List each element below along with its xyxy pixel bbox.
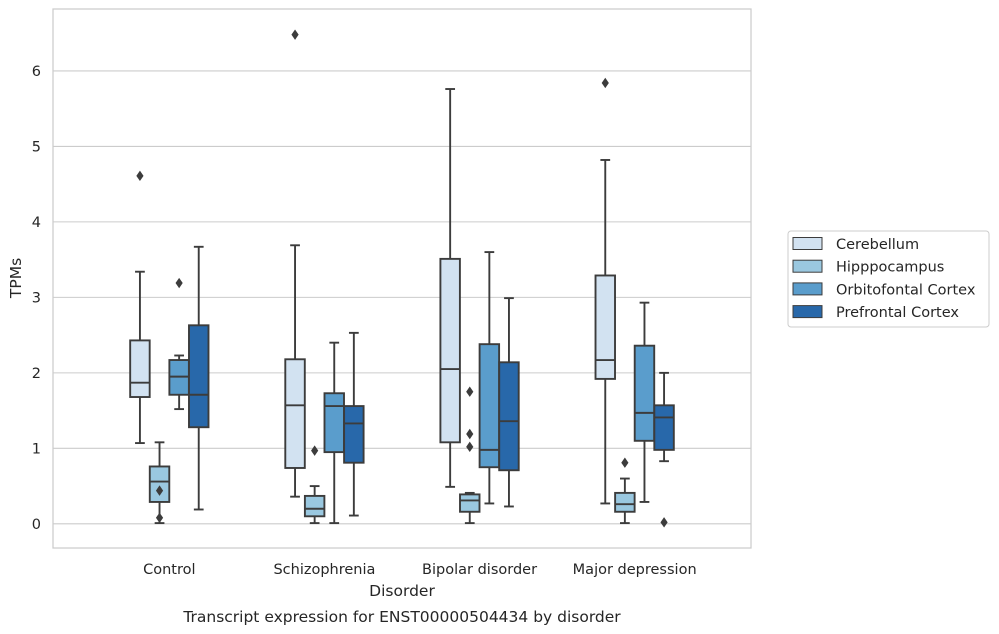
- outlier-point: [155, 485, 164, 496]
- outlier-point: [466, 441, 474, 453]
- y-tick-labels: 0 1 2 3 4 5 6: [32, 64, 41, 533]
- legend-label: Cerebellum: [836, 237, 919, 253]
- x-axis-label: Disorder: [369, 582, 435, 600]
- box-iqr: [188, 324, 210, 429]
- x-tick-label: Control: [143, 562, 195, 578]
- legend-swatch: [792, 237, 823, 250]
- box-iqr: [148, 465, 171, 503]
- box-cerebellum-1: [284, 29, 306, 498]
- outlier-point: [136, 170, 144, 182]
- box-iqr: [633, 344, 656, 442]
- y-tick-label: 0: [32, 517, 41, 533]
- box-prefrontal-cortex-2: [498, 297, 520, 508]
- plot-frame: [52, 8, 752, 549]
- outlier-point: [660, 517, 668, 528]
- legend: Cerebellum Hipppocampus Orbitofontal Corte…: [787, 230, 990, 328]
- box-iqr: [498, 361, 520, 472]
- outlier-point: [466, 428, 474, 440]
- legend-label: Hipppocampus: [836, 260, 944, 276]
- box-iqr: [439, 257, 461, 444]
- x-tick-labels: Control Schizophrenia Bipolar disorder Majo…: [143, 562, 697, 578]
- box-iqr: [303, 494, 326, 518]
- box-iqr: [459, 493, 481, 513]
- y-tick-label: 2: [32, 366, 41, 382]
- box-orbitofontal-cortex-0: [168, 277, 190, 411]
- y-tick-label: 1: [32, 441, 41, 457]
- x-tick-label: Major depression: [573, 562, 697, 578]
- box-iqr: [594, 274, 616, 380]
- y-tick-label: 4: [32, 215, 41, 231]
- x-tick-label: Schizophrenia: [273, 562, 375, 578]
- y-tick-label: 3: [32, 290, 41, 306]
- box-prefrontal-cortex-1: [343, 331, 365, 517]
- legend-label: Prefrontal Cortex: [836, 305, 959, 321]
- legend-swatch: [792, 282, 823, 296]
- box-cerebellum-3: [594, 77, 616, 505]
- outlier-point: [291, 29, 299, 40]
- outlier-point: [175, 277, 183, 289]
- box-orbitofontal-cortex-2: [478, 251, 501, 505]
- box-cerebellum-2: [439, 88, 461, 488]
- y-axis-label: TPMs: [7, 258, 25, 299]
- outlier-point: [466, 386, 474, 397]
- box-orbitofontal-cortex-3: [633, 301, 656, 503]
- box-iqr: [653, 404, 675, 451]
- box-iqr: [343, 405, 365, 464]
- box-iqr: [284, 358, 306, 469]
- y-tick-label: 6: [32, 64, 41, 80]
- box-iqr: [614, 491, 636, 513]
- y-tick-label: 5: [32, 139, 41, 155]
- box-orbitofontal-cortex-1: [323, 341, 345, 525]
- outlier-point: [601, 77, 609, 89]
- box-hipppocampus-2: [459, 386, 481, 525]
- box-hipppocampus-0: [148, 441, 171, 525]
- legend-swatch: [792, 305, 823, 319]
- box-iqr: [129, 339, 151, 398]
- x-tick-label: Bipolar disorder: [422, 562, 537, 578]
- box-prefrontal-cortex-0: [188, 245, 210, 511]
- y-gridlines: [53, 70, 751, 525]
- outlier-point: [621, 457, 629, 468]
- legend-label: Orbitofontal Cortex: [836, 282, 976, 298]
- box-iqr: [323, 392, 345, 454]
- boxplots: [129, 29, 675, 528]
- box-hipppocampus-1: [303, 445, 326, 525]
- box-cerebellum-0: [129, 170, 151, 445]
- legend-swatch: [792, 259, 823, 273]
- box-iqr: [478, 343, 501, 469]
- outlier-point: [311, 445, 319, 456]
- chart-caption: Transcript expression for ENST0000050443…: [182, 608, 621, 626]
- outlier-point: [155, 512, 164, 524]
- legend-frame: [787, 230, 990, 328]
- box-prefrontal-cortex-3: [653, 371, 675, 528]
- box-hipppocampus-3: [614, 457, 636, 525]
